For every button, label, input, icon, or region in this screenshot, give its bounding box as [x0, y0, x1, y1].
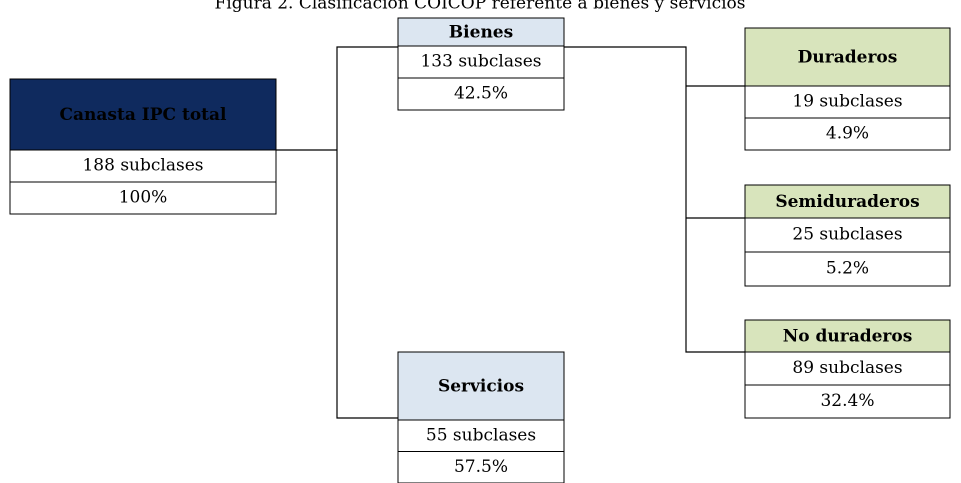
node-label: No duraderos [783, 327, 913, 347]
node-header [397, 17, 565, 47]
node-label: Servicios [438, 377, 524, 397]
node-row [744, 217, 951, 253]
node-count: 19 subclases [792, 92, 902, 112]
node-header [744, 184, 951, 219]
node-count: 133 subclases [420, 52, 541, 72]
node-count: 55 subclases [426, 425, 536, 445]
node-row [9, 181, 277, 215]
node-share: 32.4% [820, 391, 874, 411]
node-row [397, 419, 565, 452]
node-header [9, 78, 277, 151]
node-label: Duraderos [798, 48, 898, 68]
node-count: 25 subclases [792, 225, 902, 245]
node-row [397, 77, 565, 111]
node-row [744, 251, 951, 287]
node-header [744, 27, 951, 87]
node-row [744, 384, 951, 419]
node-row [744, 351, 951, 386]
node-row [397, 451, 565, 483]
node-share: 4.9% [826, 124, 869, 144]
node-header [397, 351, 565, 421]
connectors [276, 46, 745, 419]
node-count: 89 subclases [792, 358, 902, 378]
node-share: 5.2% [826, 259, 869, 279]
node-row [397, 45, 565, 79]
node-header [744, 319, 951, 353]
node-label: Canasta IPC total [60, 105, 228, 125]
node-count: 188 subclases [82, 156, 203, 176]
node-label: Semiduraderos [775, 192, 919, 212]
node-share: 57.5% [454, 457, 508, 477]
node-share: 42.5% [454, 84, 508, 104]
figure-title: Figura 2. Clasificación COICOP referente… [215, 0, 746, 14]
node-row [744, 117, 951, 151]
node-label: Bienes [449, 23, 513, 43]
node-share: 100% [119, 188, 168, 208]
